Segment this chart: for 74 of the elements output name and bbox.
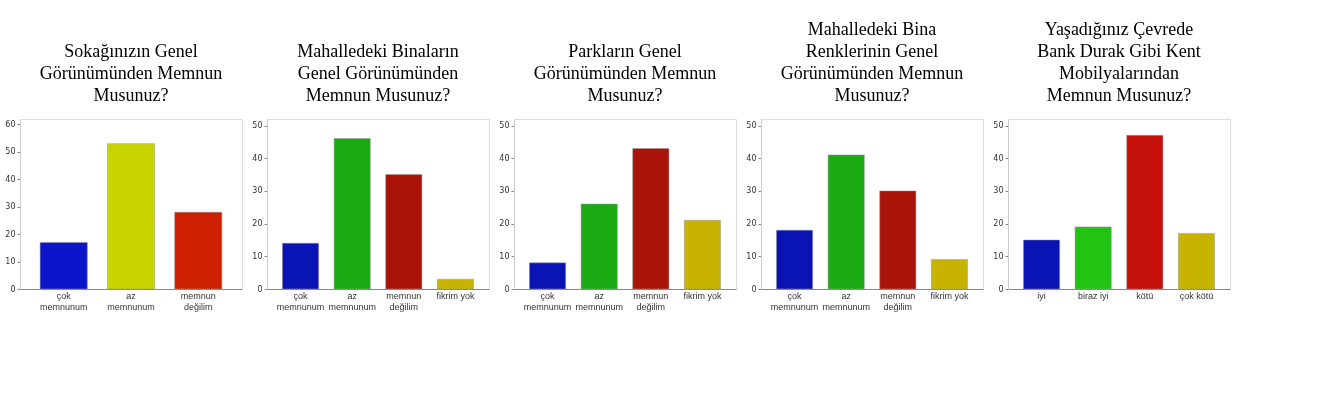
y-tick-label: 50 [993, 121, 1004, 131]
x-tick-label: biraz iyi [1077, 290, 1109, 301]
y-tick-label: 30 [746, 186, 757, 196]
y-tick-label: 20 [5, 229, 16, 239]
bar [1178, 233, 1215, 290]
y-tick-label: 10 [252, 251, 263, 261]
x-tick-label: fikrim yok [683, 290, 722, 301]
bar [776, 229, 813, 290]
x-tick-label: memnun değilim [386, 290, 422, 312]
chart-title: Sokağınızın Genel Görünümünden Memnun Musunuz? [39, 41, 223, 105]
y-tick-label: 60 [5, 119, 16, 129]
x-tick-label: az memnunum [822, 290, 870, 312]
y-tick-label: 0 [504, 284, 510, 294]
chart-title: Mahalledeki Binaların Genel Görünümünden Memnun Musunuz? [297, 41, 459, 105]
y-tick-label: 50 [499, 121, 510, 131]
bar [385, 174, 423, 290]
bar [333, 138, 371, 290]
bar [931, 259, 968, 290]
y-tick-label: 30 [252, 186, 263, 196]
x-tick-label: memnun değilim [880, 290, 916, 312]
y-tick-label: 40 [993, 153, 1004, 163]
x-tick-label: çok memnunum [276, 290, 325, 312]
x-tick-label: az memnunum [328, 290, 376, 312]
y-tick-label: 0 [751, 284, 757, 294]
chart-title: Parkların Genel Görünümünden Memnun Musunuz? [533, 41, 717, 105]
x-tick-label: kötü [1136, 290, 1154, 301]
y-tick-label: 40 [499, 153, 510, 163]
x-tick-label: az memnunum [575, 290, 623, 312]
y-tick-label: 0 [257, 284, 263, 294]
y-tick-label: 0 [10, 284, 16, 294]
y-tick-label: 0 [998, 284, 1004, 294]
y-tick-label: 20 [993, 219, 1004, 229]
x-tick-label: çok memnunum [39, 290, 88, 312]
bar [1074, 226, 1112, 290]
bar [107, 143, 155, 290]
bar [1023, 239, 1060, 290]
x-tick-label: iyi [1037, 290, 1046, 301]
y-tick-label: 10 [746, 251, 757, 261]
chart-title: Mahalledeki Bina Renklerinin Genel Görünümünden Memnun Musunuz? [780, 19, 964, 105]
bar [282, 242, 319, 290]
x-tick-label: memnun değilim [633, 290, 669, 312]
bar [580, 203, 618, 290]
y-tick-label: 40 [252, 153, 263, 163]
y-tick-label: 10 [499, 251, 510, 261]
bar [529, 262, 566, 290]
y-tick-label: 30 [993, 186, 1004, 196]
bar [174, 211, 223, 290]
bar [827, 154, 865, 290]
x-tick-label: çok memnunum [523, 290, 572, 312]
y-tick-label: 20 [746, 219, 757, 229]
x-tick-label: çok kötü [1179, 290, 1214, 301]
bar [39, 242, 88, 290]
x-tick-label: fikrim yok [436, 290, 475, 301]
y-tick-label: 40 [5, 174, 16, 184]
y-tick-label: 10 [993, 251, 1004, 261]
y-tick-label: 30 [5, 202, 16, 212]
bar [1126, 135, 1164, 290]
x-tick-label: fikrim yok [930, 290, 969, 301]
x-tick-label: memnun değilim [180, 290, 216, 312]
y-tick-label: 20 [252, 219, 263, 229]
y-tick-label: 10 [5, 257, 16, 267]
y-tick-label: 50 [5, 147, 16, 157]
y-tick-label: 50 [252, 121, 263, 131]
x-tick-label: çok memnunum [770, 290, 819, 312]
y-tick-label: 50 [746, 121, 757, 131]
chart-title: Yaşadığınız Çevrede Bank Durak Gibi Kent Mobilyalarından Memnun Musunuz? [1037, 19, 1201, 105]
y-tick-label: 30 [499, 186, 510, 196]
bar [879, 190, 917, 290]
y-tick-label: 40 [746, 153, 757, 163]
x-tick-label: az memnunum [107, 290, 155, 312]
bar [684, 220, 721, 290]
bar [437, 278, 474, 290]
bar [632, 148, 670, 290]
y-tick-label: 20 [499, 219, 510, 229]
